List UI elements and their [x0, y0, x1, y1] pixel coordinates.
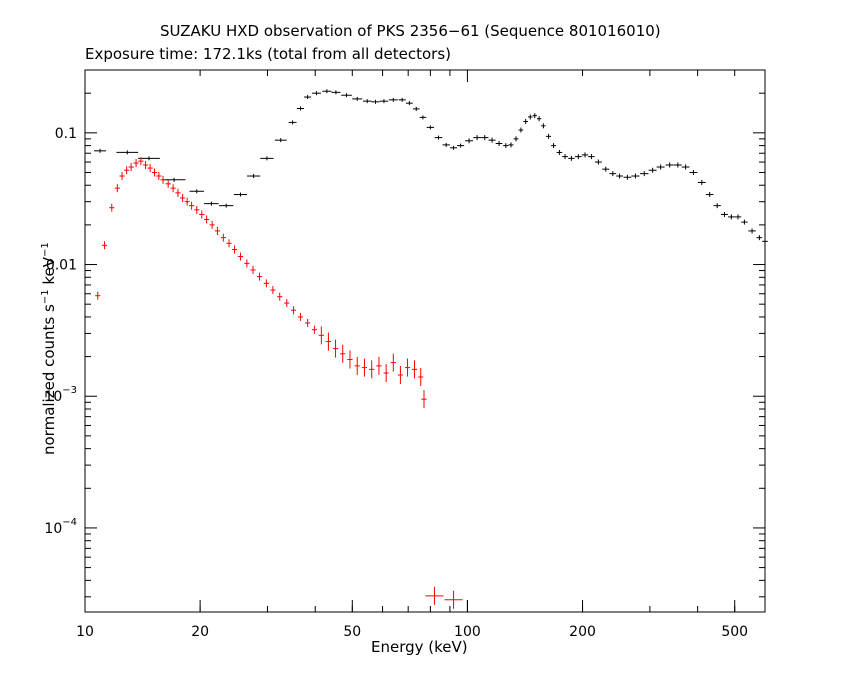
x-tick-label: 100: [454, 624, 481, 640]
y-axis-label-exp2: −1: [40, 242, 51, 257]
x-tick-label: 20: [191, 624, 209, 640]
y-axis-label-exp1: −1: [40, 289, 51, 305]
x-tick-label: 500: [721, 624, 748, 640]
x-axis-label: Energy (keV): [371, 638, 468, 656]
x-tick-label: 50: [343, 624, 361, 640]
series-black: [94, 89, 768, 244]
x-tick-label: 200: [569, 624, 596, 640]
x-tick-label: 10: [76, 624, 94, 640]
chart-subtitle: Exposure time: 172.1ks (total from all d…: [85, 45, 452, 63]
y-tick-label: 10−3: [44, 385, 77, 405]
tick-labels: 10 20 50 100 200 500 10−4 10−3 0.01 0.1: [44, 126, 748, 640]
chart-title: SUZAKU HXD observation of PKS 2356−61 (S…: [160, 22, 661, 40]
plot-frame: [84, 69, 766, 613]
series-red: [95, 157, 463, 609]
y-axis-label-text: normalized counts s: [40, 304, 58, 455]
axis-ticks: [84, 70, 766, 612]
y-tick-label: 0.01: [46, 258, 77, 274]
y-tick-label: 0.1: [55, 126, 77, 142]
y-tick-label: 10−4: [44, 517, 77, 537]
y-axis-label-mid: keV: [40, 256, 58, 290]
y-axis-label: normalized counts s−1 keV−1: [40, 242, 58, 455]
